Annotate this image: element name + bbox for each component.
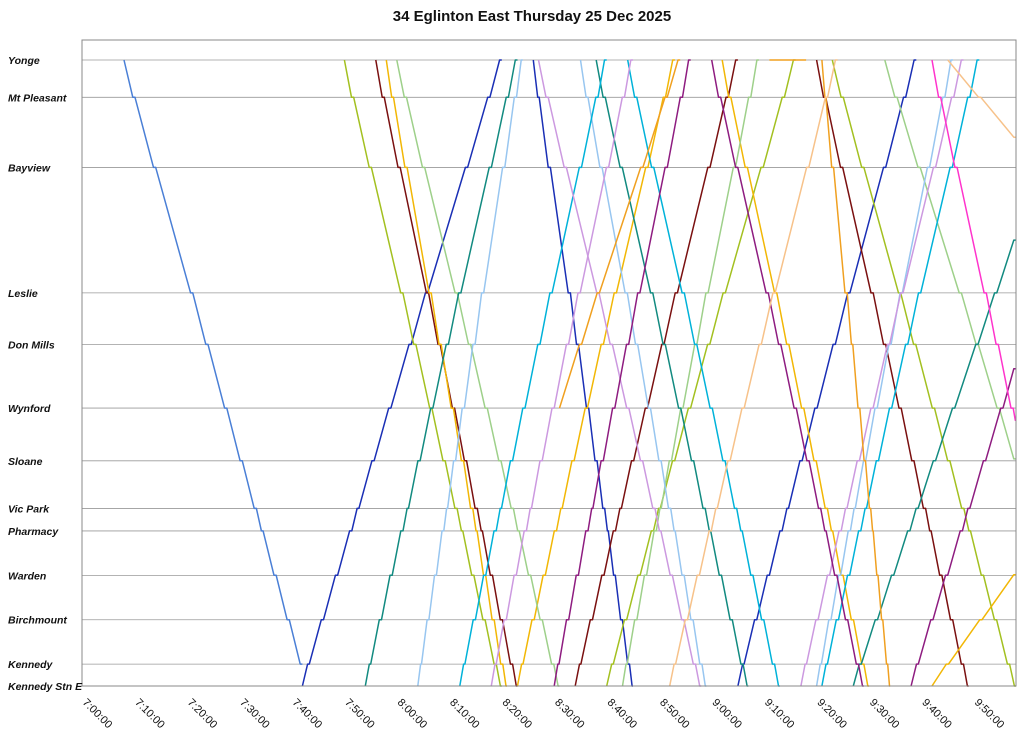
x-tick-label: 8:50:00 <box>657 697 691 731</box>
x-tick-label: 7:10:00 <box>132 697 166 731</box>
series-7-trip-0 <box>417 59 523 687</box>
series-lines <box>123 59 1017 687</box>
series-11-trip-0 <box>558 59 681 409</box>
stop-label: Vic Park <box>8 503 50 515</box>
series-7-trip-1 <box>579 59 707 687</box>
series-2-trip-2 <box>831 59 1016 687</box>
series-6-trip-0 <box>364 59 518 687</box>
stop-label: Pharmacy <box>8 526 59 538</box>
series-4-trip-2 <box>721 59 870 687</box>
stop-label: Sloane <box>8 456 43 468</box>
series-8-trip-1 <box>626 59 780 687</box>
stop-label: Mt Pleasant <box>8 92 67 104</box>
x-tick-label: 7:50:00 <box>342 697 376 731</box>
grid-lines <box>82 59 1016 687</box>
series-6-trip-1 <box>595 59 749 687</box>
stop-labels: Yonge Mt Pleasant Bayview Leslie Don Mills Wy… <box>8 55 83 693</box>
series-0-trip-0 <box>123 59 303 665</box>
x-tick-label: 7:20:00 <box>185 697 219 731</box>
series-3-trip-1 <box>574 59 738 687</box>
series-10-trip-2 <box>910 368 1016 687</box>
series-8-trip-0 <box>459 59 607 687</box>
x-tick-label: 8:10:00 <box>447 697 481 731</box>
series-1-trip-0 <box>301 59 502 687</box>
x-tick-label: 8:20:00 <box>500 697 534 731</box>
x-tick-label: 7:30:00 <box>237 697 271 731</box>
stop-label: Bayview <box>8 162 51 174</box>
series-6-trip-2 <box>852 239 1016 687</box>
series-5-trip-2 <box>884 59 1016 460</box>
series-8-trip-2 <box>821 59 980 687</box>
series-9-trip-2 <box>800 59 964 687</box>
series-11-trip-2 <box>821 59 891 687</box>
series-9-trip-0 <box>490 59 633 687</box>
time-tick-labels: 7:00:00 7:10:00 7:20:00 7:30:00 7:40:00 7:50:… <box>80 697 1006 731</box>
stop-label: Wynford <box>8 403 51 415</box>
stop-label: Leslie <box>8 288 38 300</box>
x-tick-label: 8:00:00 <box>395 697 429 731</box>
stop-label: Kennedy <box>8 659 54 671</box>
series-13-trip-0 <box>931 59 1017 422</box>
series-9-trip-1 <box>537 59 702 687</box>
x-tick-label: 9:50:00 <box>972 697 1006 731</box>
x-tick-label: 9:10:00 <box>762 697 796 731</box>
x-tick-label: 7:00:00 <box>80 697 114 731</box>
x-tick-label: 9:30:00 <box>867 697 901 731</box>
x-tick-label: 9:40:00 <box>919 697 953 731</box>
series-1-trip-1 <box>532 59 633 687</box>
series-1-trip-2 <box>737 59 917 687</box>
stop-label: Birchmount <box>8 615 67 627</box>
series-2-trip-1 <box>605 59 796 687</box>
x-tick-label: 8:30:00 <box>552 697 586 731</box>
series-3-trip-2 <box>815 59 969 687</box>
stop-label: Kennedy Stn E <box>8 681 83 693</box>
stop-label: Yonge <box>8 55 40 67</box>
series-12-trip-1 <box>947 59 1016 138</box>
stop-label: Don Mills <box>8 339 55 351</box>
series-2-trip-0 <box>343 59 502 687</box>
series-5-trip-0 <box>396 59 560 687</box>
series-4-trip-0 <box>385 59 507 687</box>
x-tick-label: 7:40:00 <box>290 697 324 731</box>
series-4-trip-1 <box>516 59 675 687</box>
x-tick-label: 9:20:00 <box>814 697 848 731</box>
x-tick-label: 8:40:00 <box>605 697 639 731</box>
series-3-trip-0 <box>375 59 518 687</box>
chart-title: 34 Eglinton East Thursday 25 Dec 2025 <box>392 8 672 25</box>
series-10-trip-0 <box>553 59 691 687</box>
series-10-trip-1 <box>710 59 864 687</box>
plot-frame <box>81 39 1017 687</box>
stop-label: Warden <box>8 570 46 582</box>
series-4-trip-3 <box>931 573 1016 687</box>
series-12-trip-0 <box>668 59 838 687</box>
x-tick-label: 9:00:00 <box>710 697 744 731</box>
